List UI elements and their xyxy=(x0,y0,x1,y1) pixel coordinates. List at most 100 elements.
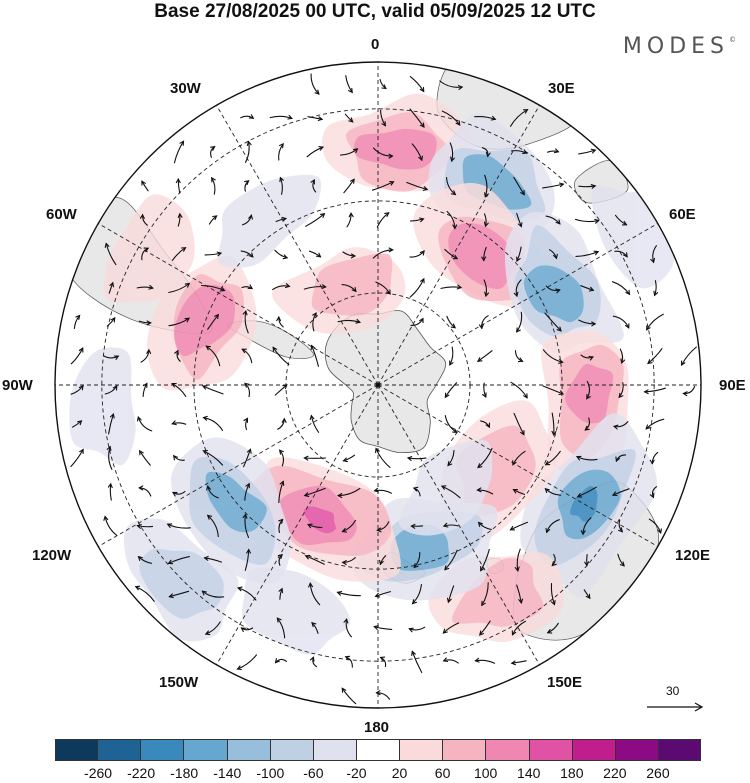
wind-vector-head xyxy=(75,314,81,320)
wind-vector-head xyxy=(555,288,561,294)
wind-vector-head xyxy=(389,180,395,186)
wind-vector-head xyxy=(236,586,243,592)
wind-vector-head xyxy=(411,599,418,605)
meridian-line xyxy=(216,384,379,665)
wind-vector-head xyxy=(303,455,309,461)
wind-vector-head xyxy=(179,140,185,146)
reference-vector-arrow xyxy=(647,702,704,712)
wind-vector-head xyxy=(373,625,379,630)
positive-anomaly-contour xyxy=(303,506,336,534)
wind-vector-shaft xyxy=(441,485,461,499)
wind-vector-shaft xyxy=(168,282,190,294)
wind-vector-head xyxy=(203,555,209,561)
wind-vector-head xyxy=(282,254,289,260)
wind-vector-head xyxy=(204,630,211,636)
wind-vector-head xyxy=(379,559,384,566)
wind-vector-head xyxy=(681,360,686,367)
wind-vector-shaft xyxy=(618,382,624,398)
wind-vector-shaft xyxy=(443,524,459,527)
wind-vector-head xyxy=(476,357,483,362)
colorbar-swatch xyxy=(658,739,702,761)
wind-vector-head xyxy=(452,224,458,230)
wind-vector-shaft xyxy=(211,177,216,195)
colorbar-swatch xyxy=(227,739,271,761)
wind-vector-head xyxy=(576,493,583,498)
wind-vector-shaft xyxy=(516,212,522,228)
meridian-line xyxy=(98,384,379,547)
wind-vector-shaft xyxy=(167,523,191,529)
wind-vector-head xyxy=(375,690,381,696)
wind-vector-head xyxy=(281,216,288,222)
wind-vector-shaft xyxy=(279,177,283,195)
wind-vector-head xyxy=(450,323,456,329)
wind-vector-head xyxy=(236,665,242,671)
wind-vector-head xyxy=(591,321,597,327)
wind-vector-head xyxy=(310,344,316,351)
colorbar-swatch xyxy=(270,739,314,761)
wind-vector-head xyxy=(618,392,624,399)
wind-vector-shaft xyxy=(244,141,250,163)
wind-vector-shaft xyxy=(375,692,391,700)
wind-vector-shaft xyxy=(408,626,426,631)
wind-vector-head xyxy=(279,480,285,486)
wind-vector-shaft xyxy=(309,582,321,606)
wind-vector-head xyxy=(373,487,379,493)
wind-vector-head xyxy=(174,349,179,356)
wind-vector-head xyxy=(522,149,528,154)
wind-vector-shaft xyxy=(647,348,663,364)
meridian-line xyxy=(377,384,658,547)
positive-anomaly-contour xyxy=(311,253,393,316)
wind-vector-head xyxy=(211,176,216,183)
wind-vector-shaft xyxy=(542,183,564,189)
wind-vector-head xyxy=(444,565,450,571)
wind-vector-shaft xyxy=(311,345,319,367)
wind-vector-head xyxy=(413,563,419,569)
wind-vector-head xyxy=(649,492,655,499)
wind-vector-shaft xyxy=(343,178,355,194)
wind-vector-head xyxy=(553,148,560,154)
positive-anomaly-contour xyxy=(174,284,236,357)
wind-vector-head xyxy=(586,394,591,400)
wind-vector-shaft xyxy=(207,314,219,330)
wind-vector-head xyxy=(649,459,655,465)
wind-vector-head xyxy=(518,598,524,605)
wind-vector-head xyxy=(201,590,207,596)
lon-label-150e: 150E xyxy=(547,674,583,691)
colorbar-tick-label: 220 xyxy=(603,765,627,781)
wind-vector-shaft xyxy=(484,174,488,198)
wind-vector-head xyxy=(482,392,487,398)
colorbar-tick-label: 260 xyxy=(646,765,670,781)
wind-vector-head xyxy=(682,391,688,397)
colorbar-tick-label: 180 xyxy=(560,765,584,781)
wind-vector-head xyxy=(314,89,320,95)
wind-vector-head xyxy=(284,283,291,289)
meridian-line xyxy=(377,105,540,386)
wind-vector-shaft xyxy=(509,109,529,127)
wind-vector-shaft xyxy=(613,421,629,428)
wind-vector-head xyxy=(551,561,557,567)
wind-vector-head xyxy=(336,590,343,596)
wind-vector-shaft xyxy=(345,75,353,93)
wind-vector-head xyxy=(78,384,84,391)
wind-vector-shaft xyxy=(70,385,84,395)
wind-vector-head xyxy=(584,561,590,567)
wind-vector-head xyxy=(624,323,630,329)
wind-vector-head xyxy=(511,630,517,636)
wind-vector-head xyxy=(544,460,551,466)
wind-vector-head xyxy=(418,155,423,162)
colorbar-swatch xyxy=(529,739,573,761)
wind-vector-shaft xyxy=(201,284,225,292)
wind-vector-head xyxy=(580,530,586,536)
lon-label-30e: 30E xyxy=(548,80,575,97)
wind-vector-shaft xyxy=(135,586,155,602)
colorbar-swatch xyxy=(313,739,357,761)
wind-vector-head xyxy=(411,650,416,657)
wind-vector-head xyxy=(512,460,517,466)
wind-vector-head xyxy=(205,345,211,351)
wind-vector-shaft xyxy=(168,556,190,564)
brand-mark: © xyxy=(729,36,736,44)
wind-vector-shaft xyxy=(303,286,327,290)
colorbar-swatch xyxy=(486,739,530,761)
wind-vector-head xyxy=(341,687,347,693)
